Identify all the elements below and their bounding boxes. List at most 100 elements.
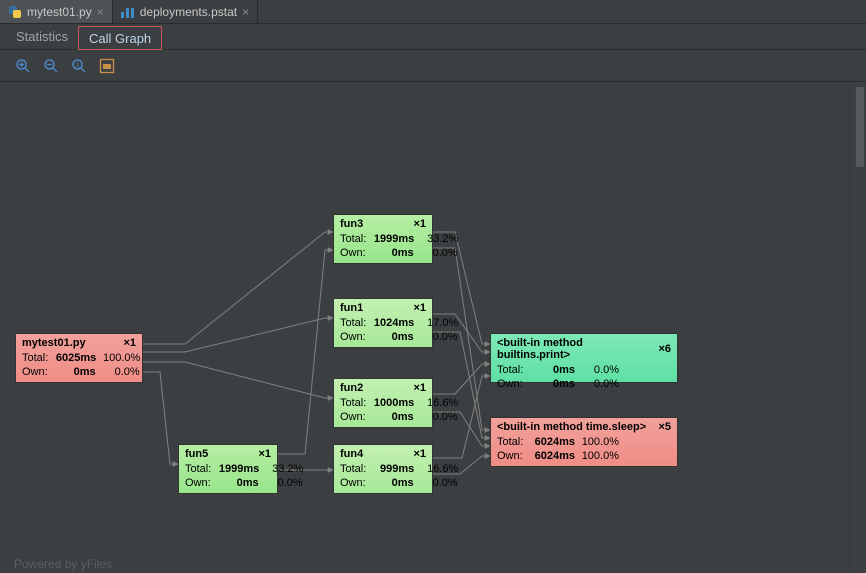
node-own-value: 0ms (372, 331, 414, 343)
node-total-value: 1999ms (372, 233, 414, 245)
node-own-pct: 0.0% (581, 378, 619, 390)
node-total-value: 6025ms (54, 352, 96, 364)
graph-edge (143, 318, 333, 352)
graph-edge (278, 250, 333, 454)
node-title: fun3 (340, 218, 363, 230)
node-total-value: 6024ms (533, 436, 575, 448)
node-total-value: 999ms (372, 463, 414, 475)
graph-edge (143, 372, 178, 464)
file-tab-label: deployments.pstat (140, 5, 237, 19)
node-title: fun2 (340, 382, 363, 394)
scrollbar-thumb[interactable] (856, 87, 864, 167)
node-total-label: Total: (22, 352, 48, 364)
node-total-pct: 0.0% (581, 364, 619, 376)
node-own-label: Own: (185, 477, 211, 489)
node-total-pct: 17.0% (420, 317, 458, 329)
node-total-label: Total: (340, 317, 366, 329)
node-call-count: ×1 (413, 448, 426, 460)
node-total-pct: 16.6% (420, 463, 458, 475)
node-total-value: 1024ms (372, 317, 414, 329)
node-total-label: Total: (497, 436, 527, 448)
node-own-pct: 0.0% (102, 366, 140, 378)
node-total-label: Total: (340, 397, 366, 409)
node-own-value: 0ms (217, 477, 259, 489)
node-own-value: 0ms (54, 366, 96, 378)
node-call-count: ×1 (258, 448, 271, 460)
graph-node-fun3[interactable]: fun3×1Total:1999ms33.2%Own:0ms0.0% (333, 214, 433, 264)
node-own-pct: 0.0% (420, 247, 458, 259)
node-total-pct: 16.6% (420, 397, 458, 409)
graph-node-print[interactable]: <built-in method builtins.print>×6 Total:… (490, 333, 678, 383)
node-own-pct: 0.0% (420, 331, 458, 343)
call-graph-canvas[interactable]: mytest01.py×1Total:6025ms100.0%Own:0ms0.… (0, 82, 866, 573)
node-own-pct: 0.0% (420, 477, 458, 489)
node-total-label: Total: (185, 463, 211, 475)
node-own-label: Own: (340, 247, 366, 259)
close-icon[interactable]: × (97, 6, 104, 18)
node-total-pct: 100.0% (581, 436, 619, 448)
zoom-reset-icon[interactable]: 1 (70, 57, 88, 75)
node-own-label: Own: (497, 450, 527, 462)
tab-label: Call Graph (89, 31, 151, 46)
graph-node-fun1[interactable]: fun1×1Total:1024ms17.0%Own:0ms0.0% (333, 298, 433, 348)
node-call-count: ×6 (658, 343, 671, 355)
node-title: fun1 (340, 302, 363, 314)
graph-node-fun5[interactable]: fun5×1Total:1999ms33.2%Own:0ms0.0% (178, 444, 278, 494)
file-tab-label: mytest01.py (27, 5, 92, 19)
node-title: <built-in method time.sleep> (497, 421, 646, 433)
zoom-out-icon[interactable] (42, 57, 60, 75)
node-call-count: ×1 (123, 337, 136, 349)
node-own-label: Own: (22, 366, 48, 378)
tab-label: Statistics (16, 29, 68, 44)
graph-edge (143, 232, 333, 344)
node-total-label: Total: (340, 233, 366, 245)
node-own-pct: 0.0% (420, 411, 458, 423)
file-tab-deployments[interactable]: deployments.pstat × (113, 0, 258, 23)
file-tab-mytest01[interactable]: mytest01.py × (0, 0, 113, 23)
graph-edge (143, 362, 333, 398)
powered-by-label: Powered by yFiles (14, 557, 112, 571)
node-own-pct: 100.0% (581, 450, 619, 462)
file-tab-bar: mytest01.py × deployments.pstat × (0, 0, 866, 24)
graph-node-fun4[interactable]: fun4×1Total:999ms16.6%Own:0ms0.0% (333, 444, 433, 494)
node-own-label: Own: (497, 378, 527, 390)
graph-edge (433, 364, 490, 394)
tab-call-graph[interactable]: Call Graph (78, 26, 162, 50)
node-own-value: 6024ms (533, 450, 575, 462)
node-own-value: 0ms (372, 247, 414, 259)
node-own-value: 0ms (372, 411, 414, 423)
node-call-count: ×1 (413, 218, 426, 230)
node-call-count: ×1 (413, 302, 426, 314)
node-own-label: Own: (340, 411, 366, 423)
graph-node-fun2[interactable]: fun2×1Total:1000ms16.6%Own:0ms0.0% (333, 378, 433, 428)
tab-statistics[interactable]: Statistics (6, 24, 78, 49)
call-graph-toolbar: 1 (0, 50, 866, 82)
node-total-pct: 100.0% (102, 352, 140, 364)
node-own-value: 0ms (372, 477, 414, 489)
node-own-label: Own: (340, 477, 366, 489)
node-call-count: ×1 (413, 382, 426, 394)
zoom-in-icon[interactable] (14, 57, 32, 75)
node-title: fun4 (340, 448, 363, 460)
vertical-scrollbar[interactable] (854, 83, 865, 571)
fit-selection-icon[interactable] (98, 57, 116, 75)
node-total-label: Total: (497, 364, 527, 376)
node-total-pct: 33.2% (420, 233, 458, 245)
node-own-pct: 0.0% (265, 477, 303, 489)
node-total-pct: 33.2% (265, 463, 303, 475)
node-total-value: 0ms (533, 364, 575, 376)
graph-node-sleep[interactable]: <built-in method time.sleep> ×5 Total: 6024… (490, 417, 678, 467)
node-title: <built-in method builtins.print> (497, 337, 658, 361)
node-own-label: Own: (340, 331, 366, 343)
node-title: fun5 (185, 448, 208, 460)
node-total-value: 1999ms (217, 463, 259, 475)
pstat-file-icon (121, 5, 135, 19)
python-file-icon (8, 5, 22, 19)
node-total-label: Total: (340, 463, 366, 475)
node-own-value: 0ms (533, 378, 575, 390)
node-total-value: 1000ms (372, 397, 414, 409)
profiler-view-tabs: Statistics Call Graph (0, 24, 866, 50)
node-call-count: ×5 (658, 421, 671, 433)
close-icon[interactable]: × (242, 6, 249, 18)
graph-node-root[interactable]: mytest01.py×1Total:6025ms100.0%Own:0ms0.… (15, 333, 143, 383)
